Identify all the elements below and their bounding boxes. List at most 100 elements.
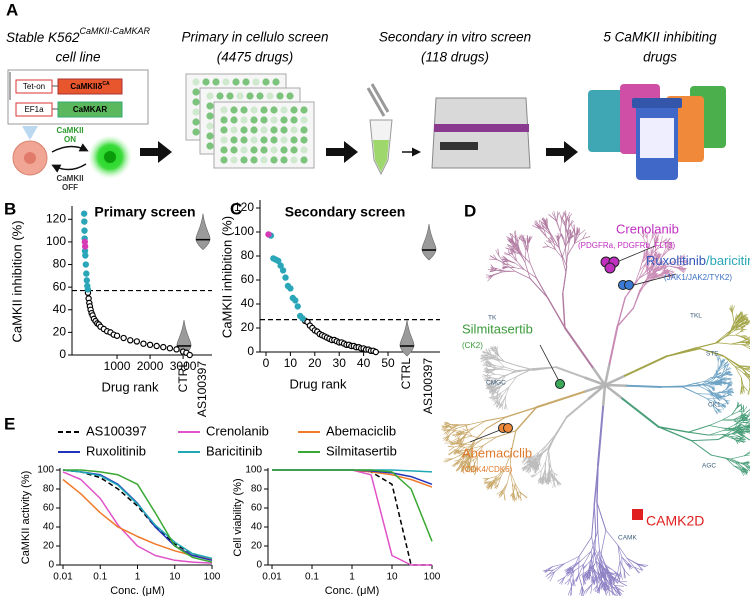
tree-branch: [546, 434, 557, 446]
tree-branch: [722, 427, 734, 431]
tree-branch: [484, 379, 490, 382]
tree-branch: [533, 460, 539, 466]
panel-letter: D: [464, 201, 476, 220]
tree-branch: [743, 454, 750, 457]
tree-branch: [541, 470, 545, 479]
tree-branch: [733, 418, 741, 430]
tree-branch: [505, 403, 508, 410]
tree-branch: [565, 398, 590, 419]
tree-branch: [490, 353, 497, 359]
step-title: (118 drugs): [421, 50, 489, 65]
tree-branch: [642, 231, 648, 239]
tree-branch: [667, 248, 674, 252]
tree-branch: [654, 243, 665, 251]
tree-branch: [639, 261, 643, 271]
tree-branch: [741, 334, 747, 337]
tree-branch: [653, 273, 657, 277]
tree-branch: [725, 367, 731, 371]
tree-branch: [498, 490, 503, 496]
tree-trunk: [604, 374, 626, 387]
tree-branch: [739, 339, 746, 343]
tree-branch: [698, 382, 710, 387]
tree-branch: [563, 326, 594, 368]
well: [220, 146, 228, 154]
well: [250, 136, 258, 144]
tree-branch: [742, 321, 750, 324]
tree-branch: [489, 362, 496, 366]
tree-branch: [591, 504, 595, 538]
well: [220, 156, 228, 164]
well: [206, 92, 214, 100]
drug-targets: (CDK4/CDK6): [462, 465, 513, 474]
tree-branch: [521, 465, 527, 469]
y-tick-label: 100: [37, 465, 54, 476]
tree-branch: [445, 434, 450, 442]
tree-trunk: [604, 384, 624, 400]
tree-branch: [743, 462, 750, 467]
tree-branch: [667, 245, 671, 252]
tree-branch: [665, 242, 671, 248]
tree-branch: [722, 414, 733, 421]
tree-branch: [520, 492, 528, 498]
tree-branch: [490, 368, 496, 373]
step-title: Primary in cellulo screen: [181, 30, 328, 45]
tree-branch: [725, 458, 737, 464]
tree-branch: [462, 433, 467, 441]
tree-branch: [743, 418, 750, 421]
bottle: [588, 90, 624, 152]
tree-branch: [696, 393, 708, 400]
tree-branch: [514, 483, 518, 494]
tree-branch: [710, 454, 727, 459]
x-tick-label: 40: [357, 356, 371, 370]
well: [240, 156, 248, 164]
tree-branch: [621, 565, 625, 571]
tree-branch: [517, 241, 520, 248]
well: [270, 146, 278, 154]
tree-branch: [646, 231, 649, 239]
tree-branch: [706, 389, 714, 394]
y-tick-label: 0: [256, 560, 262, 571]
data-point: [83, 270, 90, 277]
tree-branch: [492, 271, 503, 276]
well: [226, 92, 234, 100]
tree-branch: [723, 362, 727, 368]
tree-branch: [578, 536, 593, 557]
tree-branch: [529, 262, 537, 279]
data-point: [282, 274, 289, 281]
well: [240, 126, 248, 134]
y-tick-label: 100: [245, 465, 262, 476]
tree-branch: [548, 434, 557, 451]
tree-branch: [549, 571, 555, 582]
tree-branch: [508, 376, 518, 388]
well: [270, 106, 278, 114]
tree-branch: [712, 405, 716, 411]
well: [220, 116, 228, 124]
tree-branch: [742, 385, 745, 393]
tree-branch: [541, 224, 547, 230]
tree-branch: [654, 256, 663, 269]
y-tick-label: 0: [247, 344, 254, 358]
drug-marker: [604, 262, 616, 274]
tree-branch: [744, 419, 750, 427]
tree-branch: [735, 331, 741, 336]
drug-label: Silmitasertib: [462, 321, 533, 336]
tree-branch: [561, 220, 566, 227]
tree-branch: [494, 476, 502, 482]
tree-branch: [535, 453, 541, 458]
curve: [272, 469, 432, 566]
tree-branch: [683, 385, 700, 387]
well: [280, 106, 288, 114]
x-axis-label: Conc. (μM): [325, 585, 380, 596]
well: [206, 102, 214, 110]
tree-branch: [723, 365, 727, 372]
tree-branch: [598, 571, 605, 585]
y-axis-label: CaMKII inhibition (%): [219, 216, 234, 338]
tree-branch: [500, 468, 506, 478]
tree-branch: [464, 451, 470, 457]
tree-branch: [505, 406, 538, 418]
tree-branch: [474, 466, 478, 476]
tree-branch: [505, 247, 513, 251]
tree-branch: [567, 235, 570, 244]
tree-branch: [459, 447, 465, 452]
tree-branch: [707, 397, 716, 400]
